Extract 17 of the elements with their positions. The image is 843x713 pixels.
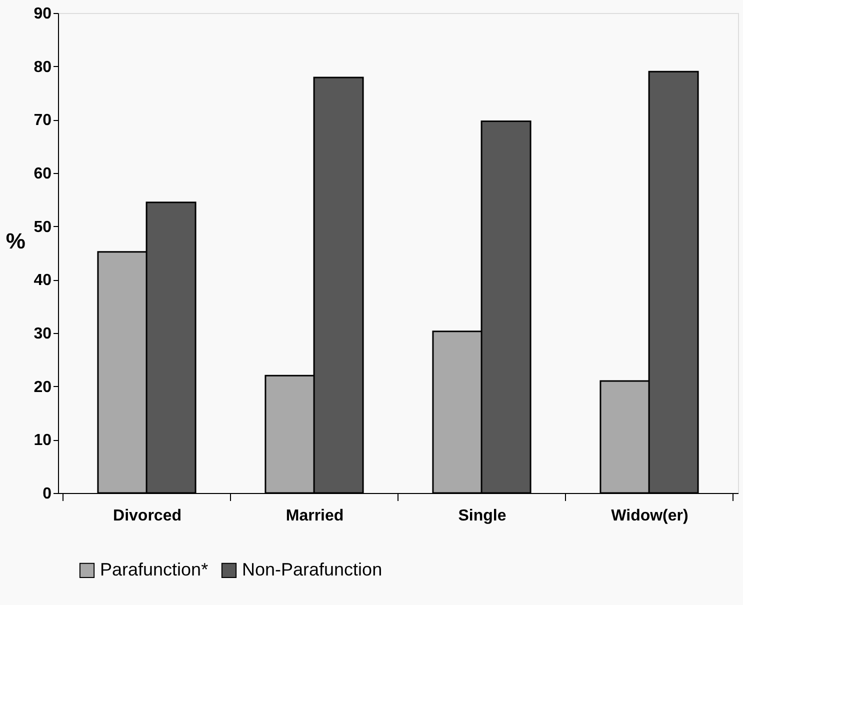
y-tick-label: 30 — [34, 326, 52, 342]
x-tick-label: Widow(er) — [611, 508, 688, 524]
x-tick-label: Divorced — [113, 508, 182, 524]
x-tick-label: Single — [458, 508, 506, 524]
legend-label: Non-Parafunction — [242, 559, 382, 580]
y-tick-label: 90 — [34, 6, 52, 22]
y-tick-label: 40 — [34, 272, 52, 290]
y-tick-label: 80 — [34, 58, 52, 76]
y-tick-label: 60 — [34, 166, 52, 182]
y-tick-label: 50 — [34, 218, 52, 236]
y-tick-label: 0 — [42, 486, 52, 502]
legend-label: Parafunction* — [100, 559, 208, 580]
x-tick-label: Married — [286, 508, 344, 524]
y-tick-label: 70 — [34, 112, 52, 130]
y-tick-label: 20 — [34, 378, 52, 396]
y-axis-title: % — [6, 228, 26, 254]
y-tick-label: 10 — [34, 432, 52, 450]
